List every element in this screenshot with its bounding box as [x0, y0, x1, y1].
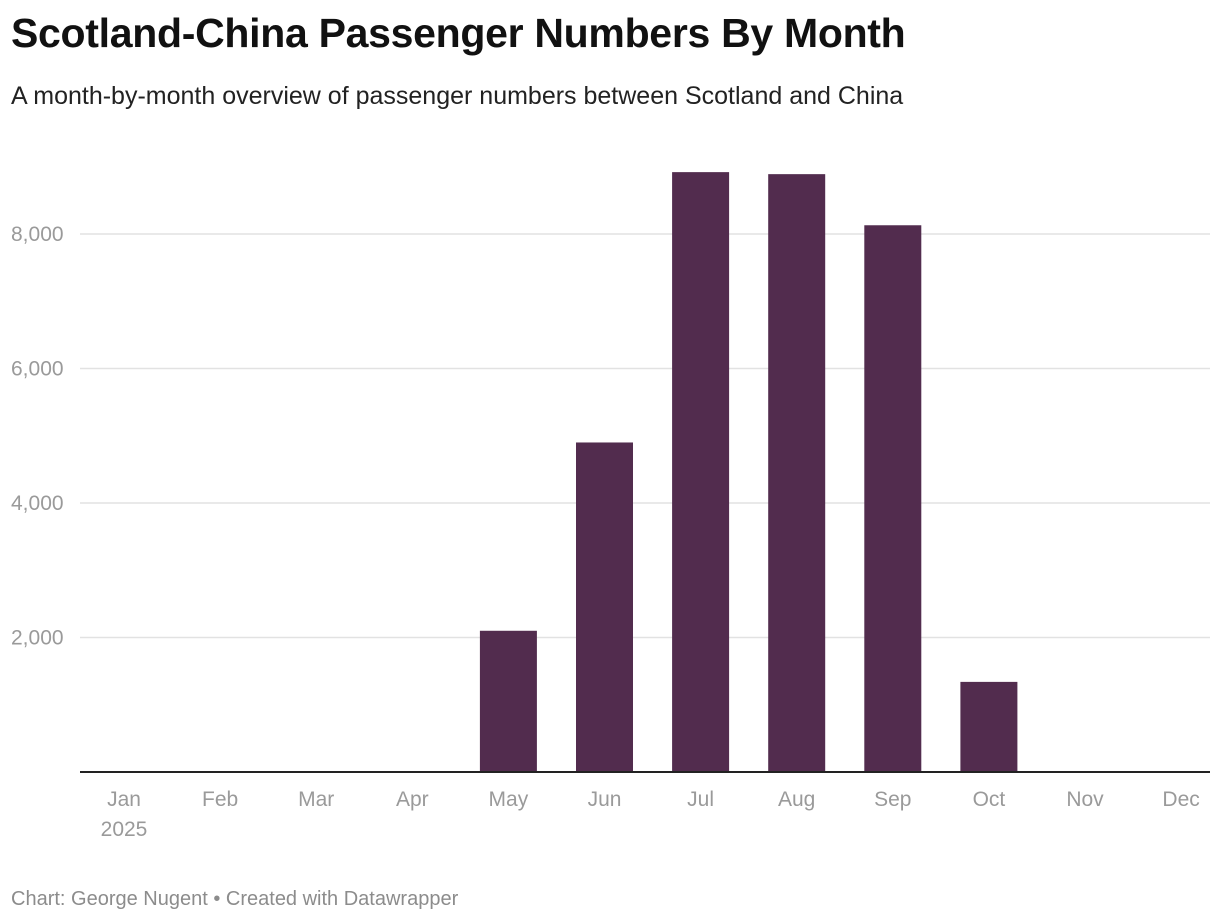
x-tick-label-dec: Dec	[1162, 788, 1199, 811]
x-tick-label-oct: Oct	[973, 788, 1006, 811]
chart-subtitle: A month-by-month overview of passenger n…	[11, 82, 904, 110]
gridlines	[80, 233, 1210, 639]
bar-jul	[672, 172, 730, 772]
bar-may	[479, 630, 537, 772]
y-tick-label: 8,000	[11, 223, 64, 246]
x-tick-label-apr: Apr	[396, 788, 429, 811]
x-tick-label-feb: Feb	[202, 788, 238, 811]
bar-sep	[864, 225, 922, 772]
x-axis-ticks: Jan Feb Mar Apr May Jun Jul Aug Sep Oct Nov Dec 2025	[101, 788, 1200, 841]
bars	[479, 172, 1018, 772]
x-tick-label-jul: Jul	[687, 788, 714, 811]
x-tick-label-nov: Nov	[1066, 788, 1104, 811]
bar-jun	[576, 442, 633, 772]
chart-footer: Chart: George Nugent • Created with Data…	[11, 888, 458, 911]
y-tick-label: 2,000	[11, 627, 64, 650]
x-tick-label-mar: Mar	[298, 788, 334, 811]
x-tick-label-may: May	[489, 788, 529, 811]
bar-aug	[768, 174, 826, 772]
datawrapper-credit: Created with Datawrapper	[225, 888, 459, 910]
x-tick-label-sep: Sep	[874, 788, 911, 811]
x-tick-label-aug: Aug	[778, 788, 815, 811]
y-tick-label: 6,000	[11, 358, 64, 381]
bar-oct	[960, 681, 1018, 772]
chart-title: Scotland-China Passenger Numbers By Mont…	[11, 10, 906, 56]
x-tick-label-jun: Jun	[588, 788, 622, 811]
x-tick-year-label: 2025	[101, 818, 148, 841]
y-axis-ticks: 2,000 4,000 6,000 8,000	[11, 223, 64, 650]
source-credit: Chart: George Nugent	[11, 888, 208, 910]
footer-separator: •	[207, 888, 226, 910]
x-tick-label-jan: Jan	[107, 788, 141, 811]
y-tick-label: 4,000	[11, 492, 64, 515]
